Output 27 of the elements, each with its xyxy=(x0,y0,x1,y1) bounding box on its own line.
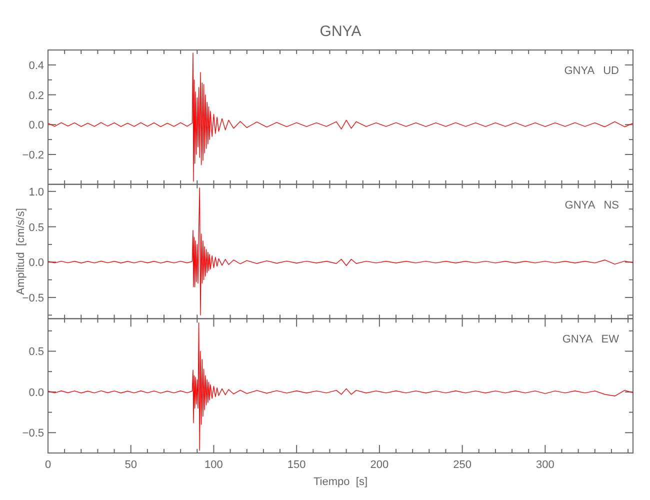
x-tick-label: 250 xyxy=(453,459,472,471)
y-tick-label: 0.4 xyxy=(28,60,44,72)
y-tick-label: −0.5 xyxy=(22,292,44,304)
x-tick-label: 150 xyxy=(287,459,306,471)
chart-title: GNYA xyxy=(320,23,362,40)
y-tick-label: 1.0 xyxy=(28,186,44,198)
annotation: GNYA NS xyxy=(564,199,619,212)
y-tick-label: 0.0 xyxy=(28,120,44,132)
line-series xyxy=(48,188,633,316)
y-tick-label: 0.5 xyxy=(28,222,44,234)
x-tick-label: 200 xyxy=(370,459,389,471)
y-axis-title: Amplitud [cm/s/s] xyxy=(15,208,27,295)
y-tick-label: −0.5 xyxy=(22,428,44,440)
y-tick-label: 0.0 xyxy=(28,386,44,399)
y-tick-label: −0.2 xyxy=(22,149,44,162)
annotation: GNYA UD xyxy=(564,65,620,77)
annotation: GNYA EW xyxy=(562,334,620,346)
x-tick-label: 300 xyxy=(536,459,554,471)
x-axis-title: Tiempo [s] xyxy=(314,476,368,488)
x-tick-label: 100 xyxy=(204,459,223,471)
y-tick-label: 0.0 xyxy=(28,257,44,270)
y-tick-label: 0.5 xyxy=(28,346,44,358)
x-tick-label: 50 xyxy=(124,459,137,471)
x-tick-label: 0 xyxy=(44,459,52,471)
y-tick-label: 0.2 xyxy=(28,90,44,102)
line-series xyxy=(48,52,633,182)
line-series xyxy=(48,322,633,451)
